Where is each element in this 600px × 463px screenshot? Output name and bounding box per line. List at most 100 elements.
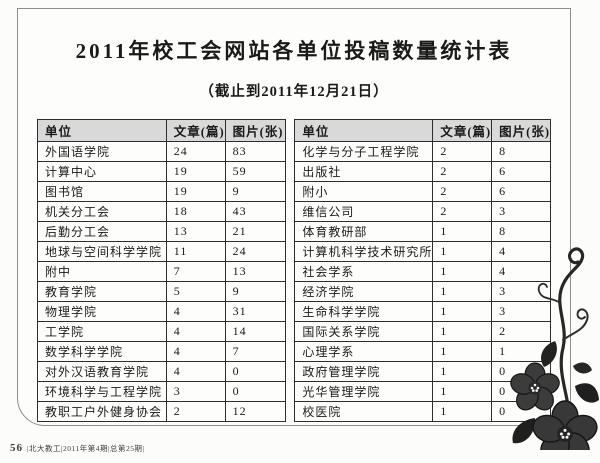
table-row: 图书馆 19 9: [37, 181, 287, 202]
articles-cell: 1: [432, 301, 493, 322]
pictures-cell: 2: [491, 321, 551, 342]
unit-cell: 生命科学学院: [294, 301, 434, 322]
unit-cell: 环境科学与工程学院: [37, 381, 167, 402]
unit-column-header: 单位: [294, 119, 434, 142]
unit-cell: 地球与空间科学学院: [37, 241, 167, 262]
unit-column-header: 单位: [37, 119, 167, 142]
unit-cell: 计算中心: [37, 161, 167, 182]
unit-cell: 体育教研部: [294, 221, 434, 242]
articles-cell: 4: [165, 361, 226, 382]
table-row: 附中 7 13: [37, 261, 287, 282]
unit-cell: 计算机科学技术研究所: [294, 241, 434, 262]
unit-cell: 政府管理学院: [294, 361, 434, 382]
pictures-cell: 31: [224, 301, 287, 322]
stats-table-right: 单位 文章(篇) 图片(张) 化学与分子工程学院 2 8 出版社 2 6 附小 2 6 维信公司 2…: [294, 119, 551, 422]
unit-cell: 图书馆: [37, 181, 167, 202]
unit-cell: 物理学院: [37, 301, 167, 322]
articles-cell: 1: [432, 261, 493, 282]
articles-cell: 1: [432, 281, 493, 302]
unit-cell: 教育学院: [37, 281, 167, 302]
page-footer: 56 |北大教工|2011年第4期|总第25期|: [10, 438, 144, 456]
unit-cell: 经济学院: [294, 281, 434, 302]
unit-cell: 化学与分子工程学院: [294, 141, 434, 162]
pictures-cell: 43: [224, 201, 287, 222]
unit-cell: 出版社: [294, 161, 434, 182]
unit-cell: 附中: [37, 261, 167, 282]
tables-container: 单位 文章(篇) 图片(张) 外国语学院 24 83 计算中心 19 59 图书馆 19 9 机关…: [37, 119, 551, 422]
articles-column-header: 文章(篇): [432, 119, 493, 142]
table-row: 教职工户外健身协会 2 12: [37, 401, 287, 422]
articles-cell: 4: [165, 341, 226, 362]
articles-cell: 2: [432, 141, 493, 162]
pictures-cell: 24: [224, 241, 287, 262]
table-row: 工学院 4 14: [37, 321, 287, 342]
articles-cell: 13: [165, 221, 226, 242]
table-row: 机关分工会 18 43: [37, 201, 287, 222]
pictures-cell: 3: [491, 301, 551, 322]
articles-cell: 1: [432, 221, 493, 242]
table-header-row: 单位 文章(篇) 图片(张): [294, 119, 551, 142]
table-row: 政府管理学院 1 0: [294, 361, 551, 382]
articles-cell: 2: [432, 181, 493, 202]
pictures-cell: 4: [491, 261, 551, 282]
articles-cell: 1: [432, 241, 493, 262]
unit-cell: 国际关系学院: [294, 321, 434, 342]
pictures-cell: 0: [224, 361, 287, 382]
page-border-frame: 2011年校工会网站各单位投稿数量统计表 （截止到2011年12月21日） 单位…: [17, 8, 571, 426]
pictures-cell: 12: [224, 401, 287, 422]
table-row: 维信公司 2 3: [294, 201, 551, 222]
articles-cell: 4: [165, 301, 226, 322]
pictures-cell: 4: [491, 241, 551, 262]
pictures-column-header: 图片(张): [224, 119, 287, 142]
articles-cell: 3: [165, 381, 226, 402]
table-row: 教育学院 5 9: [37, 281, 287, 302]
unit-cell: 后勤分工会: [37, 221, 167, 242]
unit-cell: 维信公司: [294, 201, 434, 222]
flower-ornament-icon: [510, 247, 599, 450]
articles-cell: 1: [432, 401, 493, 422]
articles-cell: 1: [432, 381, 493, 402]
unit-cell: 附小: [294, 181, 434, 202]
page-subtitle: （截止到2011年12月21日）: [199, 84, 389, 100]
table-row: 物理学院 4 31: [37, 301, 287, 322]
journal-info: |北大教工|2011年第4期|总第25期|: [27, 444, 145, 453]
articles-cell: 2: [165, 401, 226, 422]
articles-cell: 1: [432, 361, 493, 382]
pictures-column-header: 图片(张): [491, 119, 551, 142]
unit-cell: 心理学系: [294, 341, 434, 362]
articles-cell: 1: [432, 341, 493, 362]
articles-cell: 4: [165, 321, 226, 342]
articles-cell: 7: [165, 261, 226, 282]
table-row: 体育教研部 1 8: [294, 221, 551, 242]
page-number: 56: [10, 442, 23, 454]
stats-table-left: 单位 文章(篇) 图片(张) 外国语学院 24 83 计算中心 19 59 图书馆 19 9 机关…: [37, 119, 287, 422]
table-row: 附小 2 6: [294, 181, 551, 202]
pictures-cell: 14: [224, 321, 287, 342]
articles-cell: 2: [432, 201, 493, 222]
unit-cell: 工学院: [37, 321, 167, 342]
pictures-cell: 13: [224, 261, 287, 282]
pictures-cell: 9: [224, 281, 287, 302]
pictures-cell: 0: [224, 381, 287, 402]
table-row: 数学科学学院 4 7: [37, 341, 287, 362]
pictures-cell: 6: [491, 161, 551, 182]
articles-cell: 24: [165, 141, 226, 162]
articles-cell: 11: [165, 241, 226, 262]
table-row: 外国语学院 24 83: [37, 141, 287, 162]
table-row: 出版社 2 6: [294, 161, 551, 182]
unit-cell: 机关分工会: [37, 201, 167, 222]
articles-cell: 1: [432, 321, 493, 342]
pictures-cell: 3: [491, 201, 551, 222]
pictures-cell: 9: [224, 181, 287, 202]
pictures-cell: 7: [224, 341, 287, 362]
table-header-row: 单位 文章(篇) 图片(张): [37, 119, 287, 142]
articles-cell: 2: [432, 161, 493, 182]
pictures-cell: 8: [491, 141, 551, 162]
articles-cell: 19: [165, 161, 226, 182]
unit-cell: 对外汉语教育学院: [37, 361, 167, 382]
table-row: 心理学系 1 1: [294, 341, 551, 362]
articles-cell: 18: [165, 201, 226, 222]
table-row: 后勤分工会 13 21: [37, 221, 287, 242]
table-row: 环境科学与工程学院 3 0: [37, 381, 287, 402]
